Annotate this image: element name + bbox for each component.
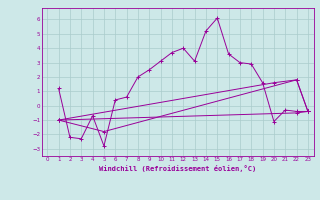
X-axis label: Windchill (Refroidissement éolien,°C): Windchill (Refroidissement éolien,°C) bbox=[99, 165, 256, 172]
